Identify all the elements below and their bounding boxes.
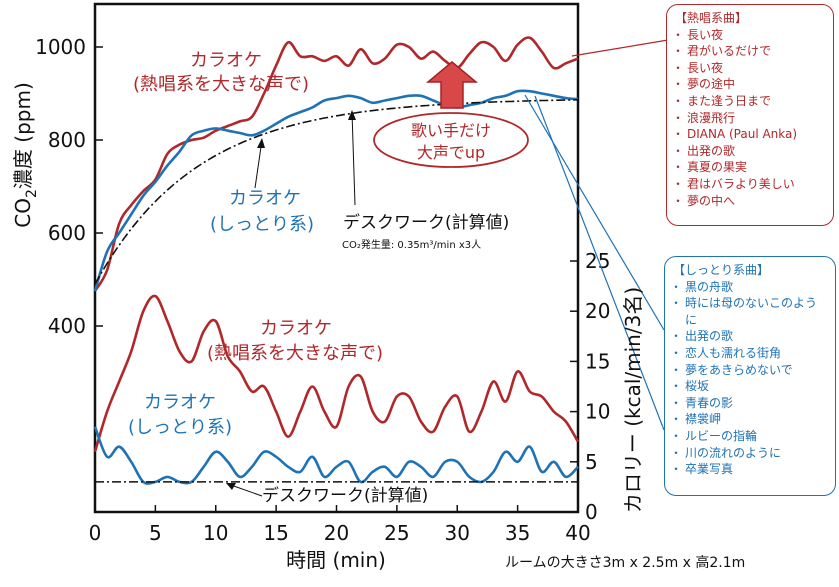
song-item: また逢う日まで [672,93,825,110]
co2-series-line-2 [94,99,579,285]
x-tick-label: 25 [384,521,409,545]
y-axis-label-right: カロリー (kcal/min/3名) [621,287,645,513]
song-item: 桜坂 [670,378,827,395]
song-item: 襟裳岬 [670,411,827,428]
song-item: 真夏の果実 [672,159,825,176]
y-right-tick-label: 0 [585,500,598,524]
y-right-tick-label: 5 [585,450,598,474]
co2-desk-note: CO₂発生量: 0.35m³/min x3人 [342,238,481,251]
y-axis-label-left: CO2濃度 (ppm) [11,82,40,227]
desk-co2-pointer [351,111,356,206]
x-tick-label: 10 [203,521,228,545]
song-item: 長い夜 [672,60,825,77]
song-item: 時には母のないこのように [670,295,827,328]
y-left-tick-label: 400 [48,314,86,338]
co2-loud-label-line1: カラオケ [190,50,262,71]
y-right-tick-label: 15 [585,349,610,373]
co2-series-line-1 [93,89,579,292]
loud-song-list: 長い夜君がいるだけで長い夜夢の途中また逢う日まで浪漫飛行DIANA (Paul … [672,27,825,210]
up-arrow-icon [425,61,479,109]
song-item: 夢の中へ [672,193,825,210]
calm-box-pointer-2 [534,95,665,431]
loud-song-list-box: 【熱唱系曲】 長い夜君がいるだけで長い夜夢の途中また逢う日まで浪漫飛行DIANA… [666,4,834,226]
song-item: DIANA (Paul Anka) [672,126,825,143]
song-item: 川の流れのように [670,445,827,462]
x-tick-label: 40 [565,521,590,545]
song-item: 夢をあきらめないで [670,362,827,379]
calm-song-list-title: 【しっとり系曲】 [673,263,770,277]
loud-box-pointer [571,39,669,57]
y-right-tick-label: 20 [585,299,610,323]
co2-calm-label-line2: (しっとり系) [210,214,314,235]
y-axis-label-rest: 濃度 (ppm) [11,82,35,189]
callout-line1: 歌い手だけ [411,121,491,140]
co2-series-line-0 [93,36,579,292]
calm-song-list: 黒の舟歌時には母のないこのように出発の歌恋人も濡れる街角夢をあきらめないで桜坂青… [670,279,827,478]
calm-box-pointer-1 [524,94,665,331]
room-size-note: ルームの大きさ3m x 2.5m x 高2.1m [505,554,745,571]
calorie-series-line-1 [93,426,579,485]
y-right-tick-label: 10 [585,400,610,424]
calorie-series-line-0 [93,294,580,453]
callout-ellipse [373,112,529,168]
cal-calm-label-line2: (しっとり系) [128,417,232,438]
x-tick-label: 20 [324,521,349,545]
song-item: 君がいるだけで [672,43,825,60]
desk-cal-arrowhead [226,483,236,490]
co2-calm-label-line1: カラオケ [229,188,301,209]
song-item: ルビーの指輪 [670,428,827,445]
y-axis-label-co: CO [11,198,35,228]
cal-calm-label-line1: カラオケ [144,392,216,413]
y-left-tick-label: 800 [48,128,86,152]
co2-loud-label-line2: (熱唱系を大きな声で) [133,74,309,95]
x-tick-label: 0 [89,521,102,545]
y-left-tick-label: 1000 [35,35,86,59]
cal-loud-label-line2: (熱唱系を大きな声で) [207,343,383,364]
cal-loud-label-line1: カラオケ [260,318,332,339]
y-left-tick-label: 600 [48,221,86,245]
x-tick-label: 15 [263,521,288,545]
co2-desk-label: デスクワーク(計算値) [343,212,509,233]
x-tick-label: 30 [445,521,470,545]
song-item: 長い夜 [672,27,825,44]
song-item: 青春の影 [670,395,827,412]
x-tick-label: 5 [149,521,162,545]
calm-song-list-box: 【しっとり系曲】 黒の舟歌時には母のないこのように出発の歌恋人も濡れる街角夢をあ… [664,256,836,496]
y-right-tick-label: 25 [585,249,610,273]
song-item: 黒の舟歌 [670,279,827,296]
loud-song-list-title: 【熱唱系曲】 [675,11,748,25]
cal-desk-label: デスクワーク(計算値) [262,485,428,506]
song-item: 夢の途中 [672,76,825,93]
y-axis-label-subscript: 2 [24,189,40,198]
song-item: 君はバラより美しい [672,176,825,193]
desk-co2-arrowhead [348,110,356,120]
x-axis-label: 時間 (min) [286,548,386,572]
song-item: 浪漫飛行 [672,110,825,127]
song-item: 出発の歌 [670,328,827,345]
x-tick-label: 35 [505,521,530,545]
blue-co2-arrowhead [257,138,265,148]
song-item: 恋人も濡れる街角 [670,345,827,362]
callout-line2: 大声でup [417,143,485,162]
song-item: 卒業写真 [670,461,827,478]
song-item: 出発の歌 [672,143,825,160]
